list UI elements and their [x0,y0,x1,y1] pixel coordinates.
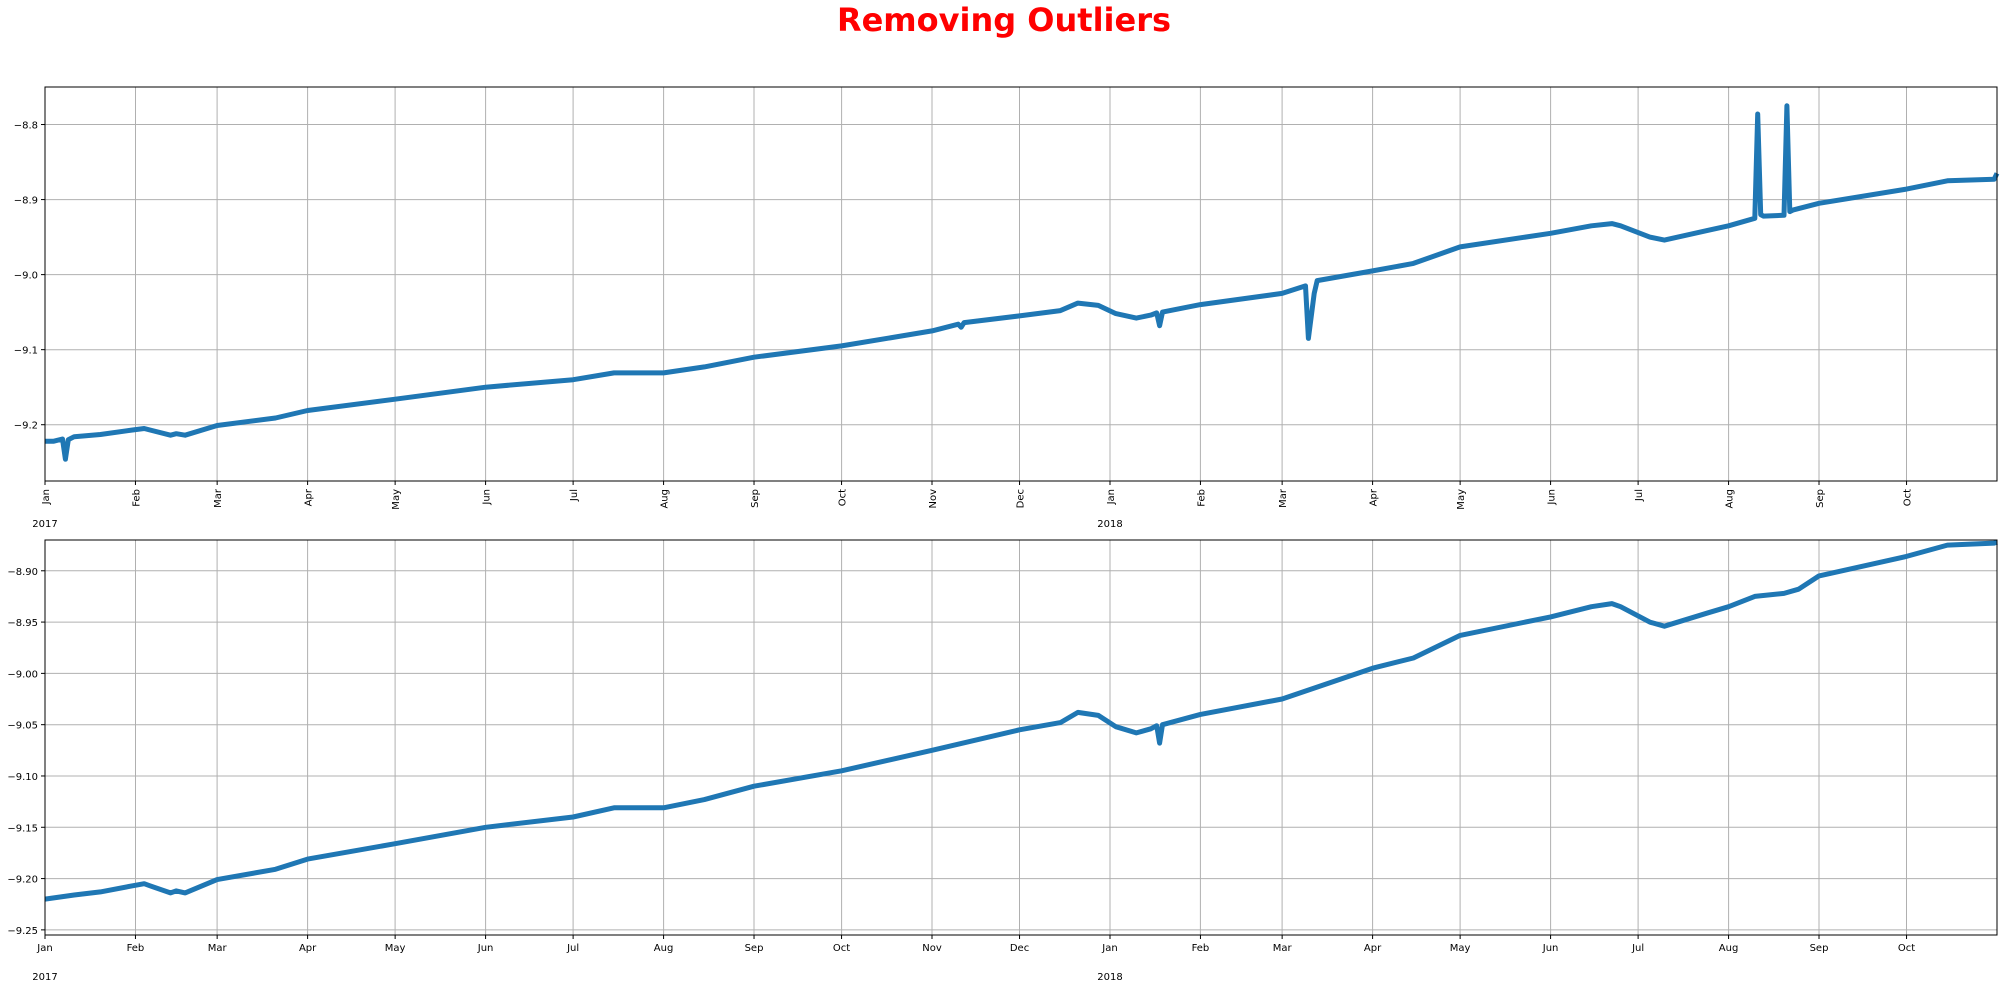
y-tick-label: −9.20 [7,875,38,886]
chart-panel-2: −9.25 −9.20 −9.15 −9.10 −9.05 −9.00 −8.95 −8.90… [7,539,1998,983]
x-tick-label: Jul [569,489,580,502]
x-tick-label: Dec [1010,943,1029,954]
x-tick-label: Nov [928,489,939,509]
x-tick-label: Sep [1815,489,1826,508]
x-tick-label: Nov [922,943,942,954]
x-tick-label: Jan [36,943,52,954]
x-tick-label: Sep [745,943,764,954]
chart-panel-1: −9.2 −9.1 −9.0 −8.9 −8.8 Jan Feb Mar Apr May Jun Ju… [14,86,2000,530]
axes-frame [44,86,1998,482]
x-tick-label: Mar [213,488,224,508]
x-tick-label: Jan [1101,943,1117,954]
x-tick-label: Jul [1634,489,1645,502]
x-tick-label: Jan [1106,489,1117,505]
x-tick-label: Feb [1196,489,1207,507]
x-tick-label: Jun [482,489,493,506]
x-tick-label: Feb [127,943,145,954]
y-tick-label: −9.25 [7,926,38,937]
x-tick-label: May [385,943,406,954]
x-tick-label: Jun [1542,943,1559,954]
y-tick-label: −8.9 [14,196,38,207]
figure-title: Removing Outliers [836,1,1172,39]
x-tick-label: May [1456,489,1467,510]
x-tick-label: Aug [1719,943,1739,954]
y-tick-label: −9.10 [7,772,38,783]
x-tick-label: May [391,489,402,510]
x-tick-label: Apr [299,943,317,954]
x-tick-label: Jul [1631,943,1644,954]
x-tick-label: Feb [132,489,143,507]
y-tick-label: −9.0 [14,271,38,282]
x-year-label: 2018 [1097,519,1122,530]
y-tick-label: −9.15 [7,823,38,834]
x-tick-label: Aug [654,943,674,954]
x-tick-label: Dec [1016,489,1027,508]
x-tick-label: Oct [1903,489,1914,506]
x-tick-label: Jun [1547,489,1558,506]
axes-frame [44,539,1998,936]
x-year-label: 2017 [32,519,57,530]
x-year-label: 2017 [32,972,57,983]
x-tick-label: Sep [750,489,761,508]
x-tick-label: Apr [304,488,315,506]
y-tick-label: −8.95 [7,618,38,629]
x-tick-label: Aug [660,489,671,509]
y-tick-label: −9.2 [14,421,38,432]
x-tick-label: Oct [1898,943,1915,954]
y-tick-label: −8.90 [7,567,38,578]
x-tick-label: Aug [1725,489,1736,509]
y-tick-label: −9.1 [14,346,38,357]
x-tick-label: Sep [1810,943,1829,954]
y-tick-label: −9.00 [7,669,38,680]
x-tick-label: Mar [1273,943,1293,954]
x-tick-label: Apr [1364,943,1382,954]
data-series-line [44,539,1998,902]
x-tick-label: Feb [1192,943,1210,954]
x-tick-label: Oct [838,489,849,506]
y-tick-label: −9.05 [7,721,38,732]
x-year-label: 2018 [1097,972,1122,983]
x-tick-label: Apr [1369,488,1380,506]
x-tick-label: Oct [833,943,850,954]
x-tick-label: Jul [566,943,579,954]
x-tick-label: Mar [208,943,228,954]
x-tick-label: May [1450,943,1471,954]
x-tick-label: Jun [477,943,494,954]
data-series-line [45,103,2000,462]
y-tick-label: −8.8 [14,121,38,132]
x-tick-label: Jan [41,489,52,505]
x-tick-label: Mar [1278,488,1289,508]
